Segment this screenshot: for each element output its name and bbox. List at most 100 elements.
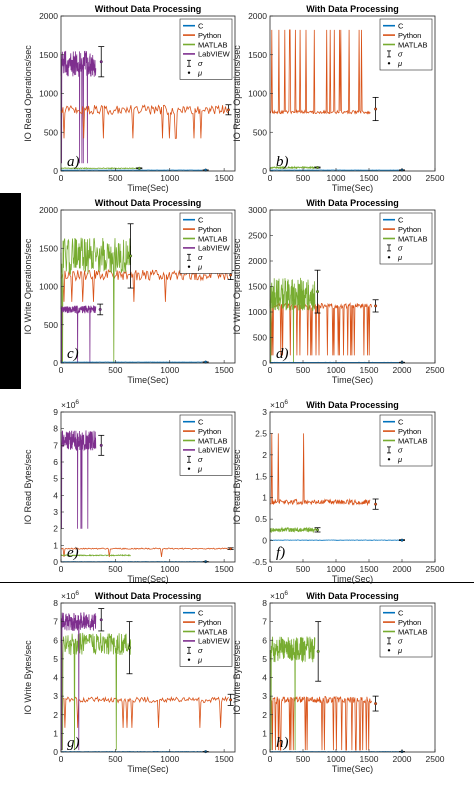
legend-label: C: [198, 418, 204, 427]
x-tick-label: 1500: [215, 365, 234, 375]
y-tick-label: 0: [53, 557, 58, 567]
legend-label: μ: [197, 656, 202, 665]
legend-label: MATLAB: [198, 436, 227, 445]
legend-label: MATLAB: [198, 234, 227, 243]
axis-exponent: ×106: [61, 399, 79, 410]
series-line-matlab: [269, 526, 317, 534]
mu-point: [374, 304, 378, 308]
x-tick-label: 0: [268, 173, 273, 183]
axis-exponent: ×106: [61, 590, 79, 601]
legend-label: MATLAB: [398, 40, 427, 49]
y-tick-label: 2000: [248, 11, 267, 21]
x-tick-label: 0: [268, 754, 273, 764]
legend-mu-swatch: [187, 265, 191, 268]
x-tick-label: 1000: [160, 365, 179, 375]
panel-letter: b): [276, 154, 289, 170]
y-tick-label: 2500: [248, 231, 267, 241]
mu-point: [400, 538, 404, 542]
y-tick-label: 2: [53, 524, 58, 534]
legend-label: MATLAB: [398, 234, 427, 243]
series-line-python: [269, 695, 372, 751]
legend-label: Python: [198, 225, 221, 234]
y-tick-label: 1500: [39, 50, 58, 60]
panel-a: 0 500 1000 1500 0 500 1000 1500 2000 Without Data…: [23, 4, 236, 193]
legend-label: Python: [398, 427, 421, 436]
y-tick-label: 4: [53, 673, 58, 683]
panel-letter: a): [67, 154, 80, 170]
mu-point: [229, 273, 233, 277]
legend-mu-swatch: [187, 71, 191, 74]
x-axis-label: Time(Sec): [332, 183, 373, 193]
legend-mu-swatch: [187, 658, 191, 661]
x-tick-label: 0: [268, 564, 273, 574]
panel-letter: f): [276, 545, 285, 561]
legend-label: MATLAB: [198, 40, 227, 49]
legend-label: C: [198, 216, 204, 225]
y-tick-label: 2: [262, 710, 267, 720]
y-tick-label: 1: [53, 540, 58, 550]
y-tick-label: 2: [53, 710, 58, 720]
x-tick-label: 0: [59, 564, 64, 574]
x-tick-label: 500: [296, 365, 310, 375]
series-line-python: [60, 268, 229, 302]
x-tick-label: 0: [59, 173, 64, 183]
panel-letter: g): [67, 735, 80, 751]
axis-exponent: ×106: [270, 399, 288, 410]
legend-label: σ: [398, 637, 403, 646]
x-tick-label: 2500: [426, 754, 445, 764]
legend-label: LabVIEW: [198, 244, 231, 253]
separator-line: [0, 582, 474, 583]
panel-g: 0 500 1000 1500 0 1 2 3 4 5 6 7 8×106 Without Data Pr…: [23, 590, 236, 774]
y-tick-label: 1: [262, 493, 267, 503]
legend-mu-swatch: [387, 62, 391, 65]
panel-letter: c): [67, 346, 79, 362]
y-axis-label: IO Write Bytes/sec: [23, 640, 33, 715]
x-tick-label: 2000: [393, 173, 412, 183]
legend-box: [179, 414, 233, 476]
x-tick-label: 0: [268, 365, 273, 375]
axes-frame: [60, 411, 236, 563]
axes-frame: [269, 411, 436, 563]
legend-label: Python: [198, 618, 221, 627]
x-tick-label: 1500: [215, 754, 234, 764]
panel-f: 0 500 1000 1500 2000 2500-0.500.511.522.53×10…: [232, 399, 445, 584]
legend-label: Python: [198, 427, 221, 436]
x-tick-label: 1000: [327, 173, 346, 183]
y-axis-label: IO Read Bytes/sec: [232, 449, 242, 525]
series-line-python: [60, 104, 229, 139]
legend-label: C: [398, 22, 404, 31]
legend-box: [179, 212, 233, 274]
y-tick-label: 2000: [39, 11, 58, 21]
legend-label: C: [398, 216, 404, 225]
y-tick-label: 2000: [39, 205, 58, 215]
y-tick-label: 7: [262, 617, 267, 627]
y-tick-label: 5: [53, 474, 58, 484]
legend-label: σ: [198, 59, 203, 68]
x-tick-label: 500: [108, 365, 122, 375]
x-tick-label: 500: [296, 564, 310, 574]
x-tick-label: 1500: [215, 564, 234, 574]
legend-label: Python: [398, 31, 421, 40]
mu-point: [316, 528, 319, 532]
panel-title: With Data Processing: [306, 591, 398, 601]
y-tick-label: 500: [44, 127, 58, 137]
x-tick-label: 0: [59, 754, 64, 764]
y-tick-label: 500: [253, 127, 267, 137]
panel-e: 0 500 1000 1500 0 1 2 3 4 5 6 7 8 9×106 Time(Sec) IO Re…: [23, 399, 236, 584]
mu-point: [229, 547, 233, 551]
legend-label: μ: [197, 465, 202, 474]
y-tick-label: 500: [253, 333, 267, 343]
panel-b: 0 500 1000 1500 2000 2500 0 500 1000 1500 2000 With…: [232, 4, 445, 193]
legend-label: LabVIEW: [198, 446, 231, 455]
legend-label: μ: [197, 263, 202, 272]
mu-point: [229, 698, 233, 702]
panel-title: With Data Processing: [306, 4, 398, 14]
y-tick-label: 4: [262, 673, 267, 683]
mu-point: [128, 646, 131, 650]
x-axis-label: Time(Sec): [127, 764, 168, 774]
mu-point: [374, 702, 378, 706]
series-line-python: [60, 547, 229, 558]
y-tick-label: 0.5: [255, 514, 267, 524]
